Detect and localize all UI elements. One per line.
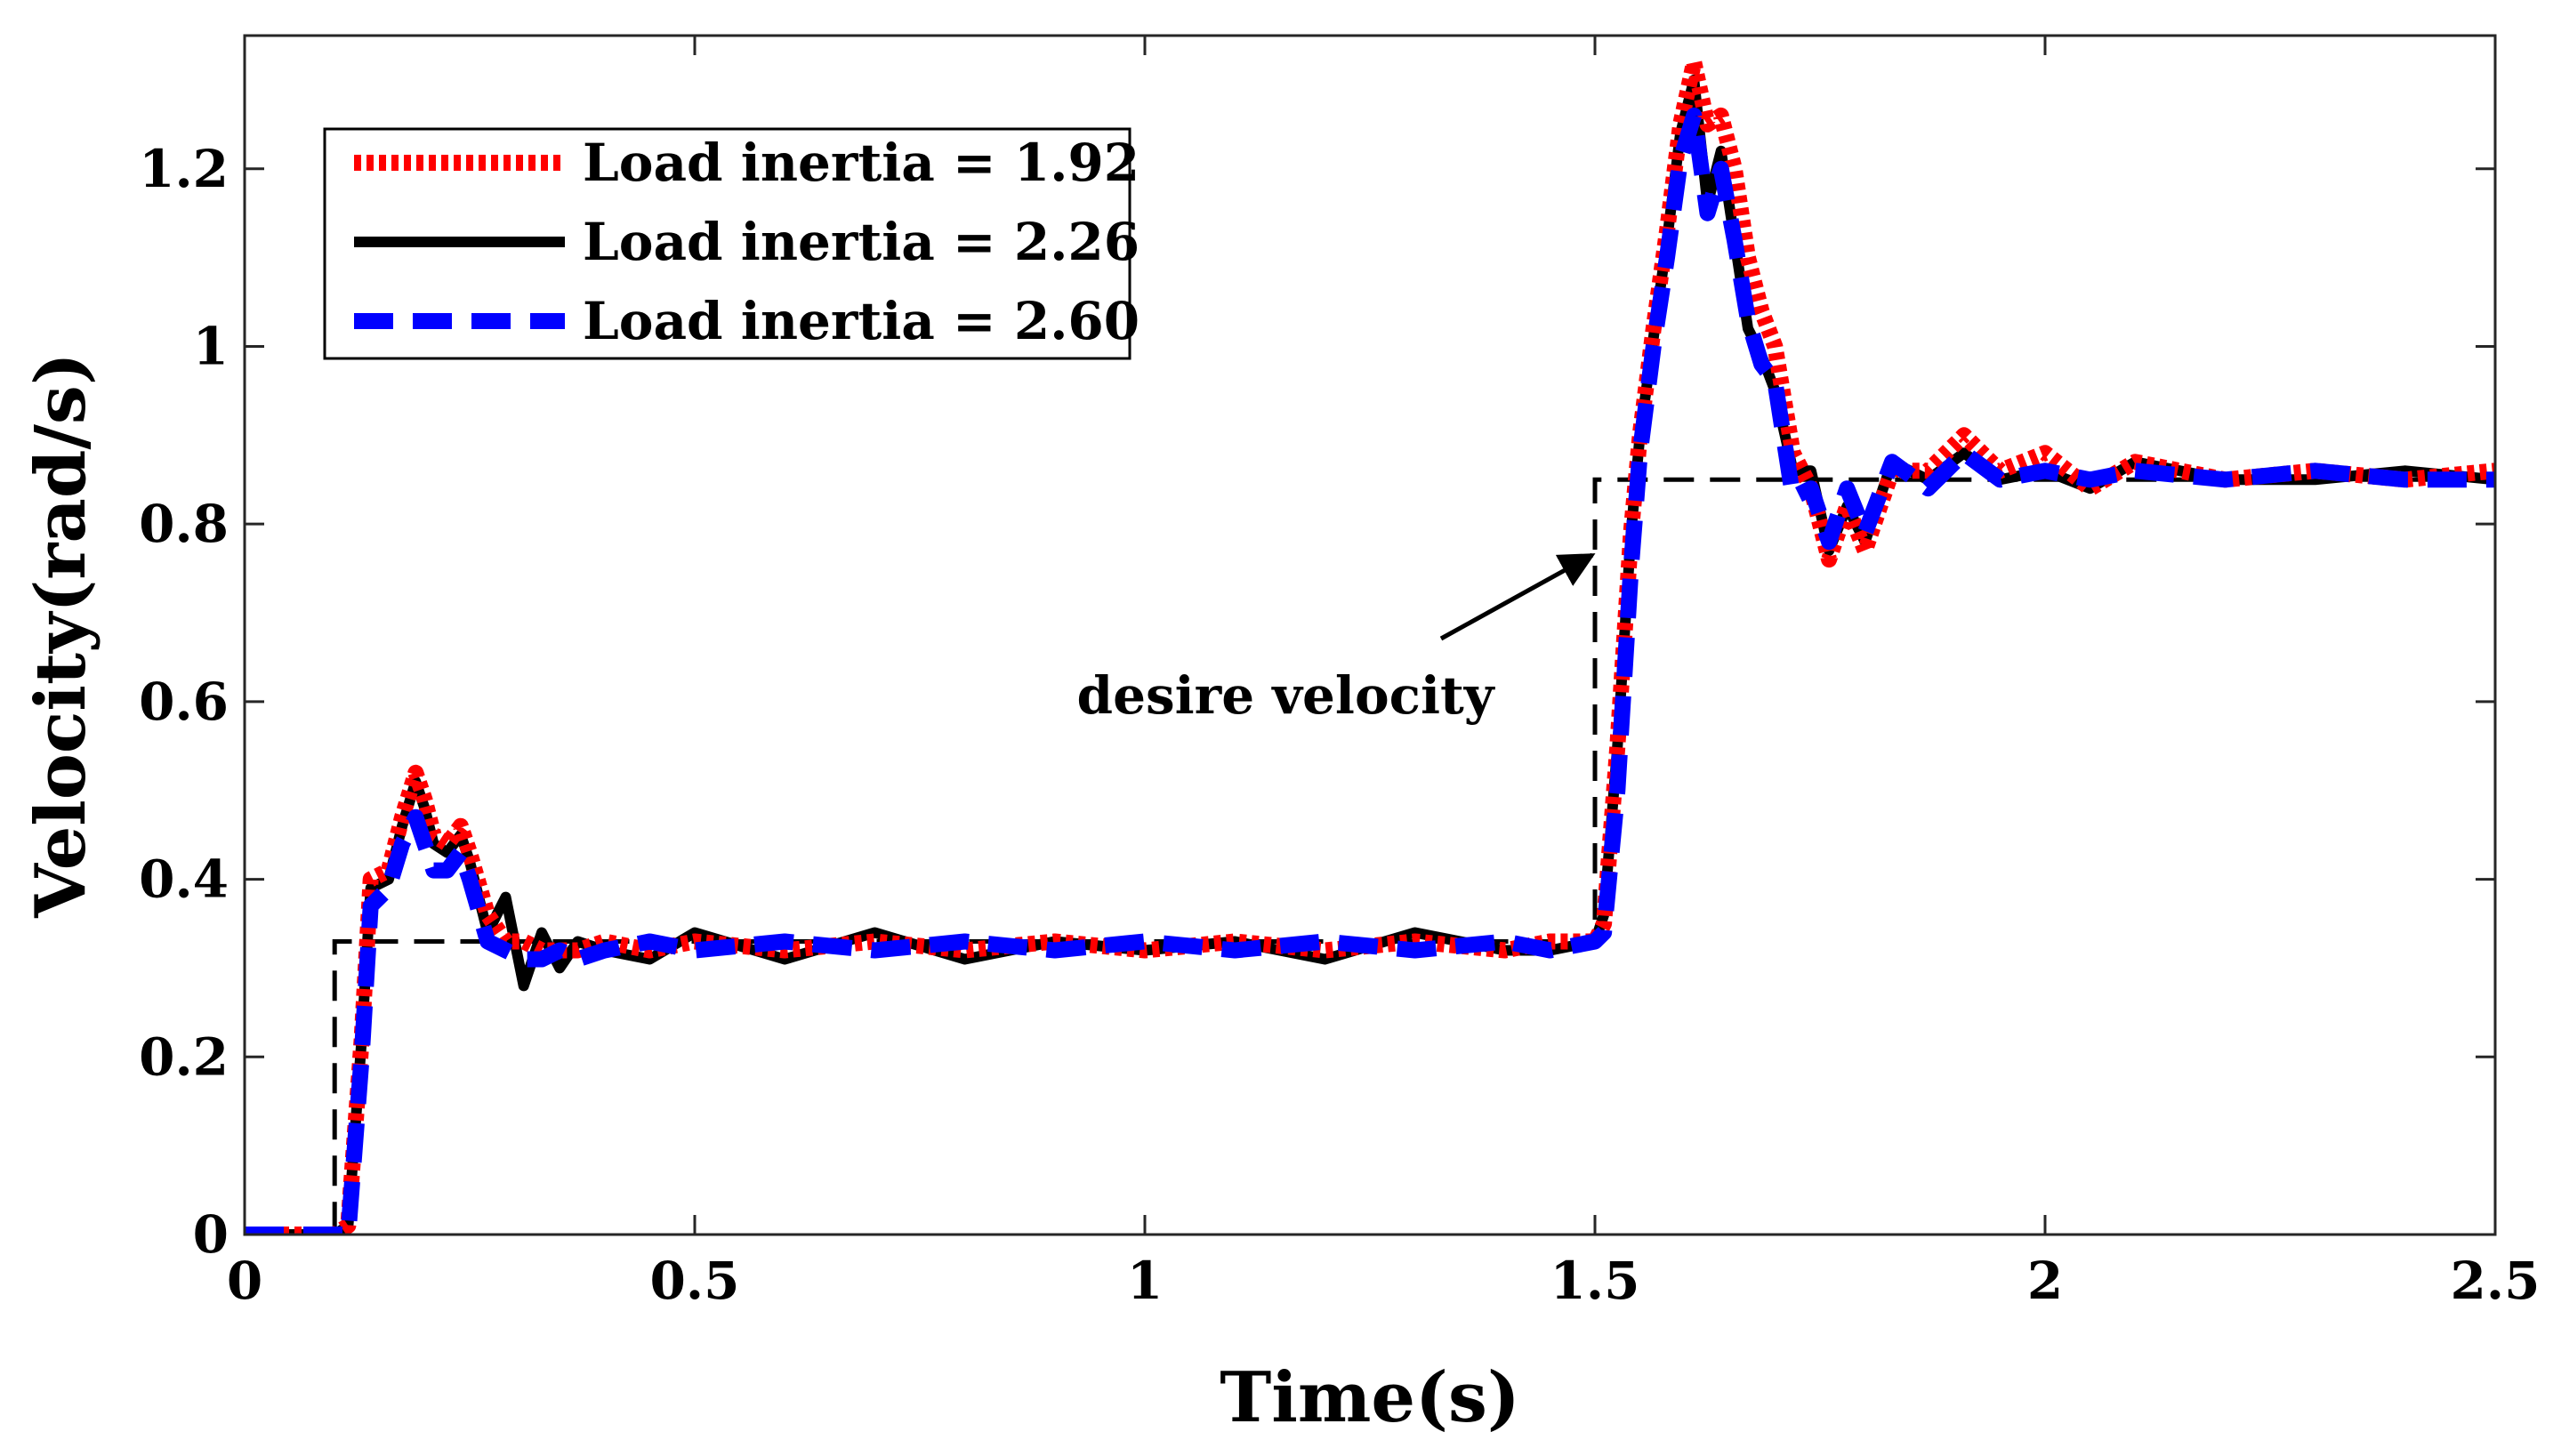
annotation-text: desire velocity xyxy=(1077,665,1496,726)
legend: Load inertia = 1.92 Load inertia = 2.26 … xyxy=(323,127,1140,360)
plot-frame xyxy=(243,34,2497,1236)
y-tick-label: 0.4 xyxy=(139,849,229,910)
y-tick-label: 1 xyxy=(193,316,229,376)
y-tick-label: 1.2 xyxy=(139,139,229,199)
y-axis-label: Velocity(rad/s) xyxy=(20,352,101,919)
x-tick-label: 1 xyxy=(1127,1251,1163,1311)
y-tick-label: 0.2 xyxy=(139,1026,229,1087)
series-layer xyxy=(245,54,2495,1235)
legend-label-2-26: Load inertia = 2.26 xyxy=(583,212,1140,272)
y-tick-label: 0.8 xyxy=(139,494,229,554)
x-tick-label: 1.5 xyxy=(1550,1251,1640,1311)
y-tick-label: 0.6 xyxy=(139,672,229,732)
x-tick-label: 0 xyxy=(227,1251,262,1311)
series-line-dashed xyxy=(245,107,2495,1235)
x-axis-label: Time(s) xyxy=(1220,1357,1520,1438)
x-tick-label: 2.5 xyxy=(2451,1251,2541,1311)
annotation-arrow xyxy=(1439,552,1596,641)
legend-label-1-92: Load inertia = 1.92 xyxy=(583,133,1140,193)
x-tick-label: 2 xyxy=(2027,1251,2063,1311)
legend-label-2-60: Load inertia = 2.60 xyxy=(583,291,1140,351)
x-tick-label: 0.5 xyxy=(650,1251,740,1311)
y-tick-label: 0 xyxy=(193,1204,229,1265)
axis-ticks: 0 0.5 1 1.5 2 2.5 0 0.2 0.4 0.6 0.8 1 1.2 xyxy=(139,36,2540,1311)
desire-velocity-annotation: desire velocity xyxy=(1077,552,1596,726)
